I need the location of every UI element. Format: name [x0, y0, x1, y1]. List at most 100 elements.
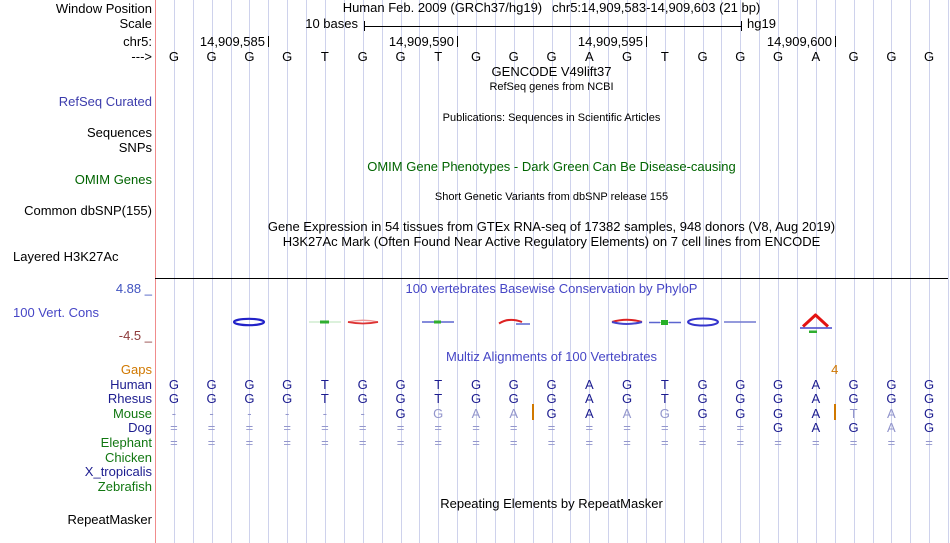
strand-arrow-label: ---> [131, 49, 152, 64]
alignment-letter: = [585, 435, 594, 450]
coordinate-tick [835, 36, 836, 47]
omim-genes-label[interactable]: OMIM Genes [74, 172, 152, 187]
conservation-track-top-border [155, 278, 948, 279]
gridline [929, 0, 931, 543]
alignment-letter: G [546, 391, 557, 407]
repeatmasker-label[interactable]: RepeatMasker [67, 512, 152, 527]
gridline [476, 0, 477, 543]
alignment-letter: = [207, 420, 216, 436]
base-letter: T [320, 49, 329, 64]
alignment-letter: G [168, 391, 179, 407]
alignment-letter: = [170, 435, 178, 450]
layered-h3k27ac-label[interactable]: Layered H3K27Ac [13, 249, 119, 264]
species-label-mouse[interactable]: Mouse [112, 405, 152, 421]
alignment-letter: = [736, 435, 745, 450]
gridline [645, 0, 647, 543]
alignment-letter: G [735, 376, 746, 392]
alignment-letter: G [546, 405, 557, 421]
alignment-letter: G [773, 376, 784, 392]
gridline [683, 0, 685, 543]
alignment-letter: G [621, 391, 633, 407]
alignment-letter: = [623, 420, 631, 436]
alignment-letter: = [698, 435, 707, 450]
base-letter: G [244, 49, 255, 64]
alignment-letter: G [206, 376, 217, 392]
scale-bar-right-tick [741, 21, 742, 31]
species-label-human[interactable]: Human [110, 376, 152, 392]
gridline [343, 0, 345, 543]
species-label-elephant[interactable]: Elephant [100, 435, 152, 450]
alignment-letter: G [848, 391, 859, 407]
alignment-letter: G [470, 391, 482, 407]
assembly-title: Human Feb. 2009 (GRCh37/hg19) [342, 0, 543, 15]
gap-count-label: 4 [831, 362, 839, 377]
alignment-letter: = [547, 420, 556, 436]
alignment-letter: G [924, 405, 935, 421]
assembly-short-label: hg19 [747, 16, 776, 31]
base-letter: G [546, 49, 557, 64]
gridline [192, 0, 194, 543]
alignment-letter: - [360, 405, 365, 421]
gridline [853, 0, 855, 543]
snps-label[interactable]: SNPs [118, 140, 152, 155]
gridline [627, 0, 628, 543]
species-label-dog[interactable]: Dog [128, 420, 152, 436]
alignment-letter: A [811, 376, 821, 392]
gridline [268, 0, 270, 543]
alignment-letter: = [358, 420, 367, 436]
alignment-letter: G [621, 376, 633, 392]
gridline [287, 0, 289, 543]
species-label-rhesus[interactable]: Rhesus [107, 391, 152, 407]
alignment-letter: G [433, 405, 444, 421]
coordinate-label: 14,909,590 [388, 34, 454, 49]
vert-cons-label[interactable]: 100 Vert. Cons [13, 305, 99, 320]
base-letter: G [621, 49, 633, 64]
alignment-letter: = [585, 420, 594, 436]
species-label-chicken[interactable]: Chicken [105, 449, 152, 465]
alignment-letter: = [434, 435, 442, 450]
species-label-x_tropicalis[interactable]: X_tropicalis [84, 464, 152, 480]
gridline [532, 0, 534, 543]
alignment-letter: G [886, 391, 897, 407]
publications-track-title: Publications: Sequences in Scientific Ar… [442, 112, 661, 124]
gridline [513, 0, 515, 543]
alignment-letter: = [170, 420, 178, 436]
base-letter: G [168, 49, 179, 64]
species-label-zebrafish[interactable]: Zebrafish [97, 478, 152, 494]
species-label-gaps[interactable]: Gaps [120, 362, 152, 377]
refseq-curated-label[interactable]: RefSeq Curated [58, 94, 152, 109]
sequences-label[interactable]: Sequences [86, 125, 152, 140]
gridline [872, 0, 874, 543]
alignment-letter: = [283, 420, 291, 436]
range-title: chr5:14,909,583-14,909,603 (21 bp) [552, 0, 761, 15]
alignment-letter: = [396, 420, 405, 436]
alignment-letter: - [285, 405, 290, 421]
gridline [173, 0, 175, 543]
conservation-shape-lens-blue [684, 310, 722, 334]
alignment-letter: = [472, 435, 480, 450]
base-letter: G [470, 49, 482, 64]
alignment-letter: T [660, 391, 669, 407]
page-title: Human Feb. 2009 (GRCh37/hg19) chr5:14,90… [155, 1, 948, 15]
alignment-letter: G [282, 391, 293, 407]
conservation-track-title: 100 vertebrates Basewise Conservation by… [405, 281, 698, 296]
alignment-letter: G [924, 420, 935, 436]
alignment-letter: = [358, 435, 367, 450]
alignment-letter: A [811, 420, 821, 436]
alignment-gap-bar [531, 404, 534, 420]
gridline [608, 0, 610, 543]
alignment-letter: G [659, 405, 670, 421]
multiz-track-title: Multiz Alignments of 100 Vertebrates [445, 349, 657, 364]
common-dbsnp-label[interactable]: Common dbSNP(155) [24, 203, 152, 218]
base-letter: G [735, 49, 746, 64]
gridline [664, 0, 666, 543]
alignment-letter: = [925, 435, 933, 450]
alignment-letter: G [848, 420, 859, 436]
alignment-letter: = [661, 435, 669, 450]
coordinate-tick [646, 36, 647, 47]
scale-bar-line [364, 26, 742, 27]
alignment-letter: = [736, 420, 745, 436]
alignment-letter: G [773, 391, 784, 407]
alignment-letter: G [244, 391, 255, 407]
